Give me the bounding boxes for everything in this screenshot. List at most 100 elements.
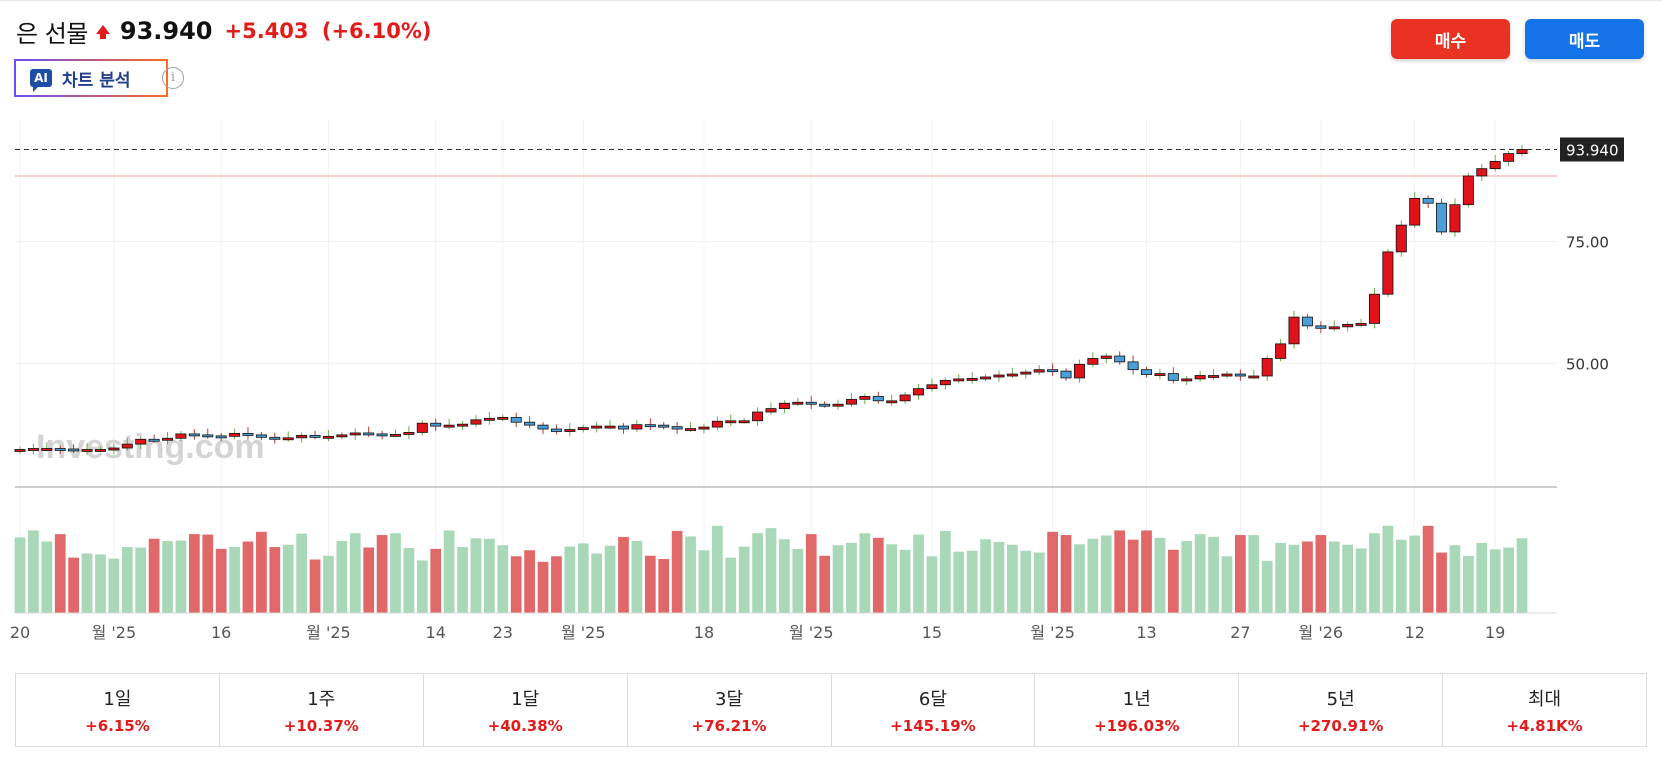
candle-body	[135, 438, 147, 445]
candle-body	[966, 378, 978, 381]
period-change: +196.03%	[1094, 717, 1180, 735]
candle-body	[282, 437, 294, 441]
period-change: +4.81K%	[1506, 717, 1583, 735]
volume-bar	[1221, 556, 1233, 613]
candle-body	[336, 434, 348, 438]
candle-body	[94, 449, 106, 452]
candle-body	[1181, 378, 1193, 382]
volume-bar	[202, 534, 214, 613]
volume-bar	[872, 537, 884, 613]
volume-bar	[1127, 539, 1139, 613]
candle-body	[121, 443, 133, 449]
volume-bar	[323, 555, 334, 613]
period-1w[interactable]: 1주 +10.37%	[220, 674, 424, 746]
period-5y[interactable]: 5년 +270.91%	[1239, 674, 1444, 746]
sell-button[interactable]: 매도	[1525, 19, 1644, 59]
candle-body	[792, 401, 804, 405]
volume-bar	[108, 558, 120, 613]
x-tick-label: 12	[1405, 623, 1425, 642]
candle-body	[1503, 153, 1515, 162]
ai-icon: AI	[30, 69, 52, 92]
candle-body	[188, 433, 200, 437]
info-icon[interactable]: i	[162, 67, 184, 89]
volume-bar	[1007, 544, 1018, 613]
volume-bar	[81, 553, 93, 613]
volume-bar	[1449, 545, 1461, 613]
volume-bar	[68, 557, 80, 613]
candle-body	[765, 408, 777, 413]
candle-body	[617, 425, 629, 430]
candle-body	[644, 424, 656, 428]
volume-bar	[14, 537, 26, 613]
volume-bar	[1382, 525, 1394, 613]
candle-body	[443, 424, 455, 428]
candle-body	[1328, 326, 1340, 330]
period-label: 최대	[1528, 689, 1562, 710]
volume-bar	[403, 547, 415, 613]
buy-button[interactable]: 매수	[1391, 19, 1510, 59]
candle-body	[1368, 293, 1380, 324]
volume-bar	[443, 530, 455, 613]
candle-body	[819, 403, 831, 407]
candle-body	[524, 421, 536, 426]
candle-body	[778, 402, 790, 409]
volume-bar	[765, 528, 777, 613]
period-6m[interactable]: 6달 +145.19%	[832, 674, 1036, 746]
candle-body	[832, 403, 844, 407]
volume-bar	[1248, 535, 1260, 613]
candle-body	[711, 420, 723, 428]
candle-body	[1288, 316, 1300, 345]
candle-body	[229, 433, 241, 437]
period-1y[interactable]: 1년 +196.03%	[1035, 674, 1240, 746]
candle-body	[1114, 355, 1126, 363]
volume-bar	[470, 538, 482, 613]
candle-body	[403, 432, 415, 435]
volume-bar	[832, 545, 844, 613]
volume-bar	[698, 550, 710, 613]
candle-body	[805, 401, 817, 405]
x-tick-label: 15	[922, 623, 942, 642]
volume-bar	[752, 533, 763, 613]
candle-body	[752, 411, 764, 422]
ai-chart-analysis-button[interactable]: AI 차트 분석	[14, 59, 168, 97]
volume-bar	[242, 541, 254, 613]
candle-body	[1422, 197, 1434, 204]
volume-bar	[1074, 544, 1085, 613]
x-tick-label: 23	[493, 623, 513, 642]
ai-chart-analysis-label: 차트 분석	[62, 70, 131, 91]
candle-body	[148, 438, 160, 442]
volume-bar	[162, 541, 173, 613]
volume-bar	[1355, 548, 1367, 613]
candle-body	[926, 384, 938, 390]
candle-body	[738, 420, 750, 424]
period-1m[interactable]: 1달 +40.38%	[424, 674, 628, 746]
volume-bar	[939, 530, 951, 613]
candle-body	[671, 426, 683, 430]
period-3m[interactable]: 3달 +76.21%	[628, 674, 832, 746]
volume-bar	[779, 539, 790, 613]
x-tick-label: 27	[1230, 623, 1250, 642]
volume-bar	[1516, 538, 1528, 613]
candle-body	[54, 448, 66, 451]
period-1d[interactable]: 1일 +6.15%	[16, 674, 220, 746]
x-tick-label: 월 '25	[306, 623, 351, 642]
candle-body	[1301, 316, 1313, 327]
candle-body	[913, 388, 925, 396]
candle-body	[470, 419, 482, 425]
candle-body	[1060, 370, 1072, 379]
volume-bar	[658, 559, 670, 613]
candle-body	[564, 429, 576, 432]
volume-bar	[899, 549, 911, 613]
y-tick-label: 50.00	[1566, 355, 1609, 373]
volume-bar	[1395, 539, 1407, 613]
period-max[interactable]: 최대 +4.81K%	[1443, 674, 1646, 746]
volume-bar	[577, 543, 589, 613]
candle-body	[1020, 371, 1032, 375]
period-label: 1일	[103, 689, 132, 710]
volume-bar	[1235, 535, 1246, 613]
volume-bar	[591, 553, 603, 613]
period-label: 1년	[1122, 689, 1151, 710]
candle-body	[980, 376, 992, 380]
volume-bar	[282, 544, 294, 613]
